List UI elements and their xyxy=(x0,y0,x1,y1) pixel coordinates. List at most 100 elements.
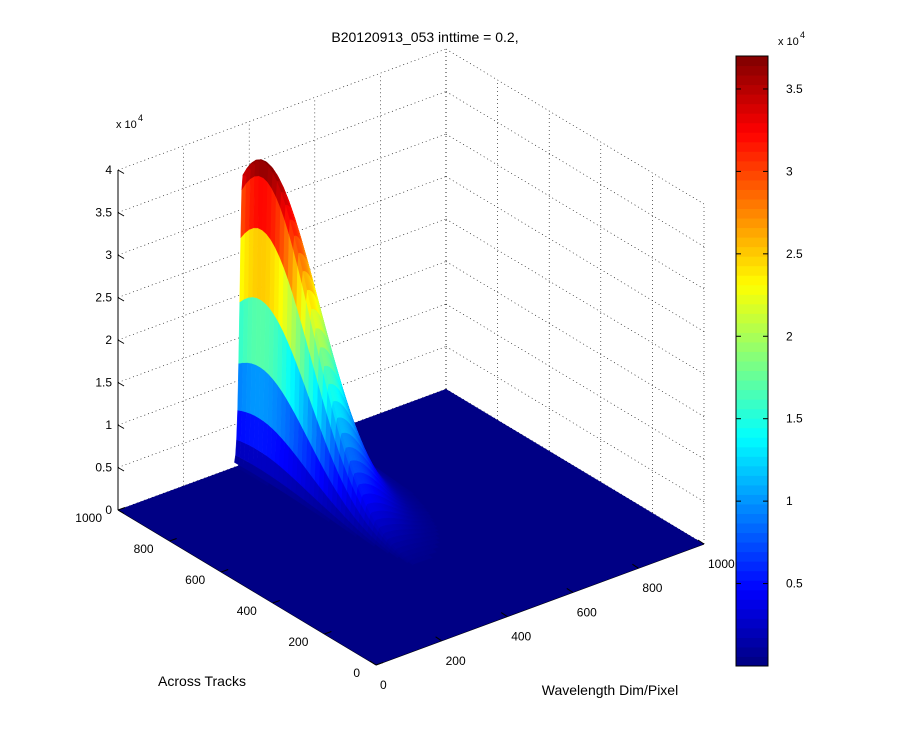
colorbar-band xyxy=(736,513,768,524)
chart-title: B20120913_053 inttime = 0.2, xyxy=(331,29,518,45)
colorbar-tick-label: 1 xyxy=(786,494,793,508)
colorbar-band xyxy=(736,561,768,572)
surface-patch xyxy=(433,531,440,535)
colorbar-band xyxy=(736,198,768,209)
colorbar-band xyxy=(736,589,768,600)
y-axis-label: Across Tracks xyxy=(158,673,246,689)
svg-text:4: 4 xyxy=(138,113,143,123)
surface-patch xyxy=(410,493,417,498)
z-tick-label: 0 xyxy=(105,503,112,517)
surface-patch xyxy=(415,499,422,504)
colorbar-band xyxy=(736,465,768,476)
y-tick-mark xyxy=(221,569,229,573)
z-tick-label: 2.5 xyxy=(95,291,112,305)
colorbar-band xyxy=(736,65,768,76)
colorbar-band xyxy=(736,532,768,543)
colorbar-band xyxy=(736,370,768,381)
colorbar-band xyxy=(736,151,768,162)
colorbar-tick-label: 1.5 xyxy=(786,412,803,426)
colorbar-band xyxy=(736,218,768,229)
colorbar-band xyxy=(736,75,768,86)
surface-patch xyxy=(427,516,434,521)
z-tick-mark xyxy=(117,254,125,259)
z-tick-mark xyxy=(117,169,125,174)
z-tick-mark xyxy=(117,509,125,514)
z-axis-ticks: 0 0.5 1 1.5 2 2.5 3 3.5 4 xyxy=(95,163,125,517)
colorbar-band xyxy=(736,446,768,457)
colorbar-band xyxy=(736,503,768,514)
colorbar-band xyxy=(736,494,768,505)
z-tick-mark xyxy=(117,382,125,387)
colorbar-band xyxy=(736,122,768,133)
x-tick-mark xyxy=(500,612,508,618)
colorbar-band xyxy=(736,599,768,610)
z-tick-label: 3.5 xyxy=(95,206,112,220)
colorbar-band xyxy=(736,427,768,438)
colorbar-band xyxy=(736,332,768,343)
colorbar-band xyxy=(736,523,768,534)
colorbar-multiplier: x 10 4 xyxy=(778,30,805,48)
x-axis-ticks: 0 200 400 600 800 1000 xyxy=(369,539,735,692)
colorbar-band xyxy=(736,351,768,362)
colorbar-band xyxy=(736,399,768,410)
colorbar-band xyxy=(736,170,768,181)
colorbar-band xyxy=(736,322,768,333)
colorbar-tick-label: 0.5 xyxy=(786,577,803,591)
y-tick-mark xyxy=(169,538,177,542)
colorbar-band xyxy=(736,361,768,372)
colorbar-band xyxy=(736,113,768,124)
colorbar-band xyxy=(736,132,768,143)
z-tick-label: 1.5 xyxy=(95,376,112,390)
colorbar-band xyxy=(736,237,768,248)
x-tick-label: 0 xyxy=(380,678,387,692)
colorbar-tick-label: 3.5 xyxy=(786,82,803,96)
colorbar-band xyxy=(736,656,768,667)
colorbar-band xyxy=(736,437,768,448)
colorbar-band xyxy=(736,646,768,657)
x-tick-label: 800 xyxy=(642,581,662,595)
colorbar-band xyxy=(736,608,768,619)
z-tick-mark xyxy=(117,297,125,302)
y-axis-ticks: 0 200 400 600 800 1000 xyxy=(75,507,384,680)
y-tick-mark xyxy=(272,600,280,604)
surface-patch xyxy=(433,535,440,539)
surface-plot xyxy=(234,159,440,566)
surface-patch xyxy=(432,543,439,548)
colorbar-band xyxy=(736,246,768,257)
colorbar-band xyxy=(736,141,768,152)
colorbar-band xyxy=(736,341,768,352)
colorbar-tick-label: 3 xyxy=(786,164,793,178)
colorbar-band xyxy=(736,475,768,486)
surface-patch xyxy=(420,506,428,511)
colorbar-band xyxy=(736,618,768,629)
colorbar-band xyxy=(736,418,768,429)
surface-patch xyxy=(418,503,426,507)
colorbar-band xyxy=(736,56,768,67)
z-tick-label: 2 xyxy=(105,333,112,347)
x-tick-label: 400 xyxy=(511,630,531,644)
colorbar-band xyxy=(736,580,768,591)
colorbar-band xyxy=(736,275,768,286)
colorbar-band xyxy=(736,94,768,105)
plot-axes: 0 0.5 1 1.5 2 2.5 3 3.5 4 0 200 400 600 800 1000 0 200… xyxy=(75,48,735,692)
surface-patch xyxy=(433,539,440,544)
colorbar-band xyxy=(736,208,768,219)
colorbar-band xyxy=(736,256,768,267)
x-axis-label: Wavelength Dim/Pixel xyxy=(542,682,678,698)
surface-patch xyxy=(426,554,433,559)
y-tick-mark xyxy=(324,631,332,635)
x-tick-mark xyxy=(697,539,705,545)
z-tick-mark xyxy=(117,467,125,472)
colorbar-band xyxy=(736,408,768,419)
z-tick-label: 3 xyxy=(105,248,112,262)
surface-patch xyxy=(413,496,420,501)
surface-patch xyxy=(423,509,430,514)
x-tick-mark xyxy=(369,660,377,666)
z-tick-label: 1 xyxy=(105,418,112,432)
svg-text:x 10: x 10 xyxy=(778,36,799,48)
colorbar-band xyxy=(736,551,768,562)
colorbar-band xyxy=(736,294,768,305)
colorbar: 0.5 1 1.5 2 2.5 3 3.5 x 10 4 xyxy=(735,30,805,667)
y-tick-label: 0 xyxy=(353,666,360,680)
colorbar-tick-label: 2 xyxy=(786,329,793,343)
